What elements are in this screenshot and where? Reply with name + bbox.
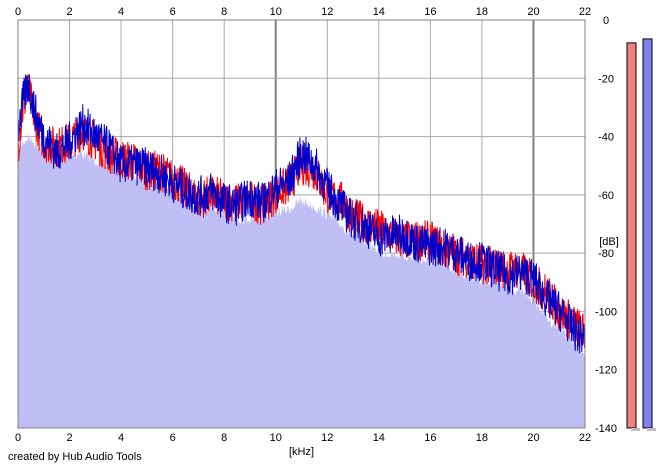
x-tick-label-bottom: 6 (170, 432, 176, 444)
x-tick-label-top: 12 (321, 6, 333, 18)
x-tick-label-top: 0 (15, 6, 21, 18)
right-level-meter-shadow (647, 428, 656, 431)
x-tick-label-top: 2 (66, 6, 72, 18)
x-tick-label-bottom: 0 (15, 432, 21, 444)
x-tick-label-bottom: 20 (527, 432, 539, 444)
x-axis-label: [kHz] (289, 446, 314, 458)
x-tick-label-bottom: 4 (118, 432, 124, 444)
y-tick-label: -20 (598, 73, 614, 85)
x-tick-label-top: 6 (170, 6, 176, 18)
x-tick-label-bottom: 14 (373, 432, 385, 444)
right-level-meter (642, 38, 653, 429)
x-tick-label-top: 18 (476, 6, 488, 18)
y-tick-label: -60 (598, 190, 614, 202)
x-tick-label-top: 14 (373, 6, 385, 18)
x-tick-label-top: 20 (527, 6, 539, 18)
y-tick-label: -120 (595, 365, 617, 377)
y-axis-ticks: 0 -20 -40 -60 -80 -100 -120 -140 (595, 15, 617, 435)
x-tick-label-bottom: 12 (321, 432, 333, 444)
x-tick-label-bottom: 8 (221, 432, 227, 444)
x-tick-label-top: 10 (270, 6, 282, 18)
x-tick-label-bottom: 2 (66, 432, 72, 444)
y-tick-label: -40 (598, 132, 614, 144)
x-axis-bottom-ticks: 0 2 4 6 8 10 12 14 16 18 20 22 (15, 432, 591, 444)
spectrum-fill-area (18, 133, 585, 429)
left-level-meter (626, 42, 637, 429)
y-tick-label: -140 (595, 423, 617, 435)
x-tick-label-top: 8 (221, 6, 227, 18)
x-tick-label-bottom: 22 (579, 432, 591, 444)
series-right-channel-line (17, 74, 586, 354)
x-tick-label-top: 22 (579, 6, 591, 18)
plot-border (17, 19, 586, 429)
x-tick-label-bottom: 10 (270, 432, 282, 444)
x-tick-label-top: 16 (424, 6, 436, 18)
y-tick-label: -80 (598, 248, 614, 260)
y-axis-label: [dB] (599, 236, 619, 248)
level-meters (626, 38, 656, 431)
y-tick-label: 0 (603, 15, 609, 27)
series-group (17, 74, 586, 354)
left-level-meter-shadow (631, 428, 640, 431)
x-tick-label-bottom: 18 (476, 432, 488, 444)
x-tick-label-bottom: 16 (424, 432, 436, 444)
credit-text: created by Hub Audio Tools (8, 451, 142, 463)
x-tick-label-top: 4 (118, 6, 124, 18)
x-axis-top-ticks: 0 2 4 6 8 10 12 14 16 18 20 22 (15, 6, 591, 18)
y-tick-label: -100 (595, 306, 617, 318)
